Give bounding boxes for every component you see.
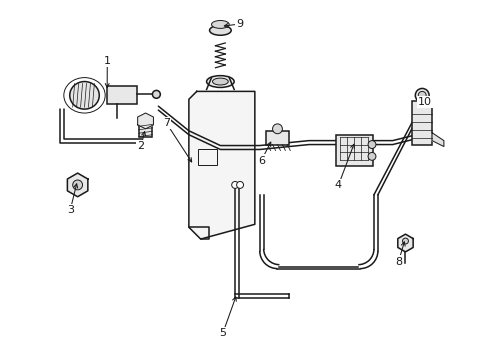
Text: 1: 1 <box>103 56 111 66</box>
Text: 5: 5 <box>219 328 226 338</box>
Bar <box>197 149 217 165</box>
Circle shape <box>272 124 282 134</box>
Ellipse shape <box>211 21 229 28</box>
Bar <box>265 131 289 145</box>
Text: 6: 6 <box>257 156 264 166</box>
Text: 4: 4 <box>334 180 341 190</box>
Circle shape <box>236 181 243 188</box>
Polygon shape <box>67 173 88 197</box>
Circle shape <box>414 89 428 102</box>
Text: 9: 9 <box>236 19 243 29</box>
Polygon shape <box>397 234 412 252</box>
Bar <box>107 86 137 104</box>
Ellipse shape <box>209 26 231 35</box>
Bar <box>335 135 372 166</box>
Ellipse shape <box>206 76 234 87</box>
Ellipse shape <box>70 82 99 109</box>
Text: 10: 10 <box>417 97 431 107</box>
Bar <box>411 101 431 145</box>
Text: 2: 2 <box>137 141 144 151</box>
Ellipse shape <box>152 90 160 98</box>
Polygon shape <box>188 91 254 239</box>
Circle shape <box>367 141 375 148</box>
Circle shape <box>73 180 82 190</box>
Polygon shape <box>138 113 153 129</box>
Circle shape <box>417 91 425 99</box>
Bar <box>139 125 152 137</box>
Text: 8: 8 <box>394 257 401 266</box>
Text: 7: 7 <box>163 118 170 128</box>
Circle shape <box>367 152 375 160</box>
Text: 3: 3 <box>66 205 74 215</box>
Polygon shape <box>431 133 443 147</box>
Circle shape <box>231 181 238 188</box>
Ellipse shape <box>212 78 228 85</box>
Circle shape <box>402 238 407 244</box>
